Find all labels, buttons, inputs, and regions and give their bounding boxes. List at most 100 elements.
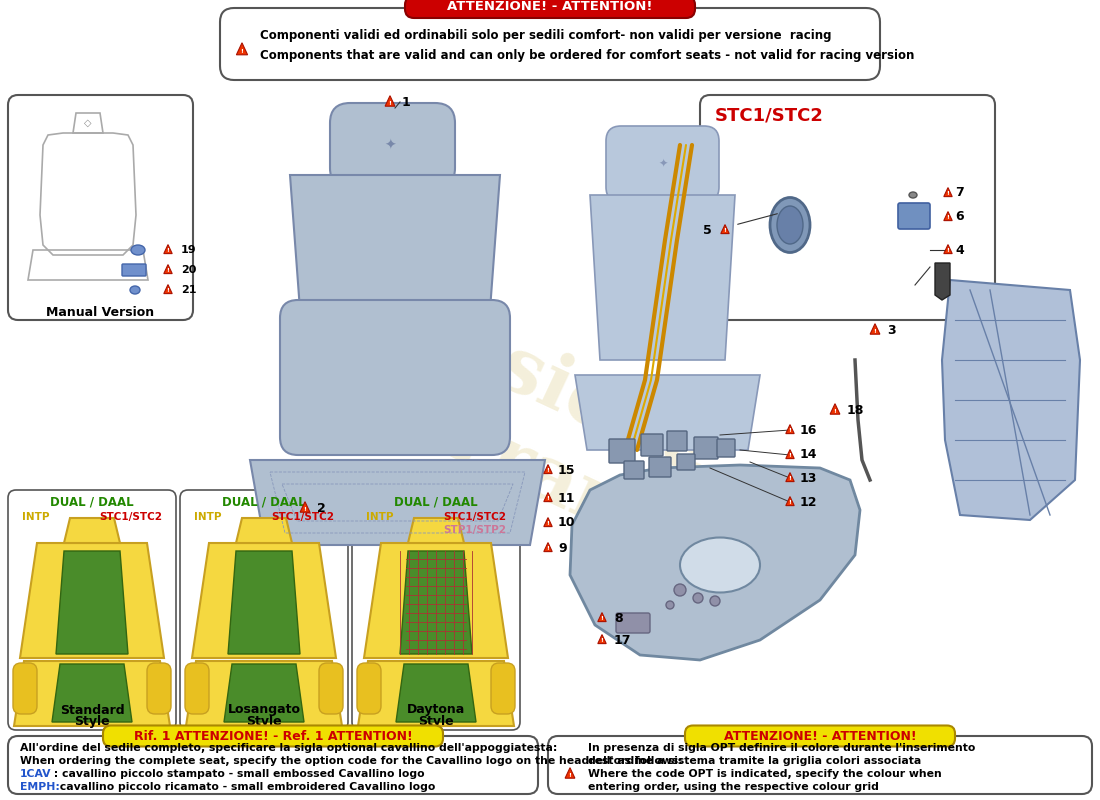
- Text: 21: 21: [182, 285, 197, 295]
- Text: 10: 10: [558, 517, 575, 530]
- FancyBboxPatch shape: [491, 663, 515, 714]
- Ellipse shape: [693, 593, 703, 603]
- Text: !: !: [789, 476, 791, 482]
- Text: 20: 20: [182, 265, 197, 275]
- Polygon shape: [575, 375, 760, 450]
- Text: !: !: [547, 496, 549, 502]
- Polygon shape: [236, 42, 248, 54]
- Text: Rif. 1 ATTENZIONE! - Ref. 1 ATTENTION!: Rif. 1 ATTENZIONE! - Ref. 1 ATTENTION!: [133, 730, 412, 742]
- Polygon shape: [164, 245, 173, 254]
- Polygon shape: [543, 465, 552, 474]
- Text: Componenti validi ed ordinabili solo per sedili comfort- non validi per versione: Componenti validi ed ordinabili solo per…: [260, 30, 832, 42]
- Ellipse shape: [131, 245, 145, 255]
- Polygon shape: [236, 518, 292, 543]
- Text: EMPH:: EMPH:: [20, 782, 59, 792]
- Text: !: !: [166, 288, 169, 294]
- Text: !: !: [601, 616, 604, 622]
- Polygon shape: [785, 497, 794, 506]
- Text: !: !: [166, 248, 169, 254]
- Polygon shape: [290, 175, 500, 310]
- Text: !: !: [569, 773, 571, 778]
- Ellipse shape: [680, 538, 760, 593]
- Polygon shape: [565, 768, 575, 778]
- Polygon shape: [364, 543, 508, 658]
- Text: 12: 12: [800, 495, 817, 509]
- Text: Components that are valid and can only be ordered for comfort seats - not valid : Components that are valid and can only b…: [260, 50, 914, 62]
- FancyBboxPatch shape: [616, 613, 650, 633]
- Text: 19: 19: [182, 245, 197, 255]
- Text: STC1/STC2: STC1/STC2: [443, 512, 506, 522]
- Text: 8: 8: [614, 611, 623, 625]
- Text: All'ordine del sedile completo, specificare la sigla optional cavallino dell'app: All'ordine del sedile completo, specific…: [20, 743, 558, 753]
- FancyBboxPatch shape: [8, 95, 192, 320]
- Polygon shape: [590, 195, 735, 360]
- Text: 1: 1: [402, 95, 410, 109]
- Text: !: !: [724, 229, 726, 234]
- Text: !: !: [947, 248, 949, 254]
- Polygon shape: [14, 661, 170, 726]
- Text: !: !: [834, 409, 836, 414]
- FancyBboxPatch shape: [122, 264, 146, 276]
- FancyBboxPatch shape: [13, 663, 37, 714]
- Polygon shape: [164, 265, 173, 274]
- Text: !: !: [947, 191, 949, 196]
- Ellipse shape: [130, 286, 140, 294]
- FancyBboxPatch shape: [180, 490, 348, 730]
- FancyBboxPatch shape: [319, 663, 343, 714]
- Polygon shape: [408, 518, 464, 543]
- FancyBboxPatch shape: [700, 95, 996, 320]
- Polygon shape: [785, 450, 794, 458]
- Polygon shape: [56, 551, 128, 654]
- FancyBboxPatch shape: [624, 461, 644, 479]
- FancyBboxPatch shape: [330, 103, 455, 188]
- FancyBboxPatch shape: [694, 437, 718, 459]
- Text: Daytona: Daytona: [407, 703, 465, 717]
- FancyBboxPatch shape: [676, 454, 695, 470]
- Polygon shape: [543, 493, 552, 502]
- Polygon shape: [944, 245, 953, 254]
- FancyBboxPatch shape: [220, 8, 880, 80]
- Text: INTP: INTP: [194, 512, 221, 522]
- Text: Passione
Ferrari: Passione Ferrari: [317, 269, 724, 571]
- FancyBboxPatch shape: [405, 0, 695, 18]
- FancyBboxPatch shape: [606, 126, 719, 202]
- Text: dell'ordine a sistema tramite la griglia colori associata: dell'ordine a sistema tramite la griglia…: [588, 756, 922, 766]
- FancyBboxPatch shape: [280, 300, 510, 455]
- Polygon shape: [164, 285, 173, 294]
- Text: !: !: [304, 506, 307, 511]
- Text: !: !: [873, 329, 877, 334]
- FancyBboxPatch shape: [649, 457, 671, 477]
- Polygon shape: [944, 188, 953, 197]
- Polygon shape: [543, 518, 552, 526]
- Text: !: !: [789, 501, 791, 506]
- Text: Manual Version: Manual Version: [46, 306, 155, 318]
- Polygon shape: [543, 542, 552, 552]
- Text: ✦: ✦: [384, 138, 396, 153]
- Polygon shape: [385, 96, 395, 106]
- Ellipse shape: [770, 198, 810, 253]
- Polygon shape: [570, 465, 860, 660]
- Text: !: !: [789, 429, 791, 434]
- Polygon shape: [250, 460, 544, 545]
- Text: : cavallino piccolo stampato - small embossed Cavallino logo: : cavallino piccolo stampato - small emb…: [50, 769, 425, 779]
- Text: DUAL / DAAL: DUAL / DAAL: [51, 495, 134, 509]
- FancyBboxPatch shape: [717, 439, 735, 457]
- Text: 1CAV: 1CAV: [20, 769, 52, 779]
- Polygon shape: [785, 425, 794, 434]
- Text: STC1/STC2: STC1/STC2: [715, 106, 824, 124]
- Polygon shape: [785, 473, 794, 482]
- Ellipse shape: [909, 192, 917, 198]
- Polygon shape: [228, 551, 300, 654]
- Text: Losangato: Losangato: [228, 703, 300, 717]
- Text: 14: 14: [800, 449, 817, 462]
- Polygon shape: [52, 664, 132, 722]
- Text: !: !: [388, 101, 392, 106]
- Polygon shape: [186, 661, 342, 726]
- Polygon shape: [300, 502, 310, 512]
- Text: 11: 11: [558, 491, 575, 505]
- Text: !: !: [789, 454, 791, 458]
- Polygon shape: [870, 324, 880, 334]
- Text: 4: 4: [955, 243, 964, 257]
- Ellipse shape: [777, 206, 803, 244]
- Text: !: !: [547, 468, 549, 474]
